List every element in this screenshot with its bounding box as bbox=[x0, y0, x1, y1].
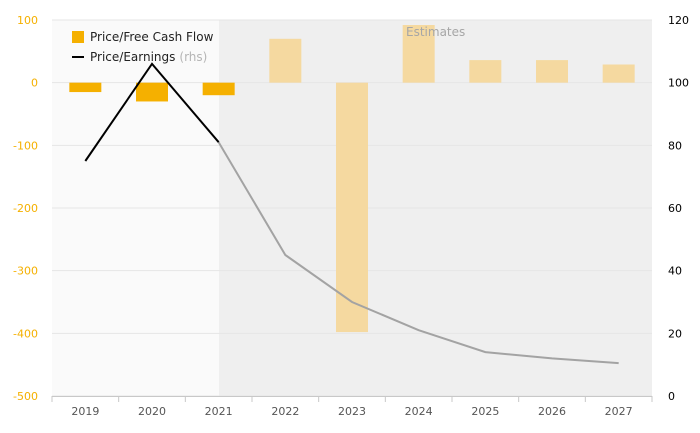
line-actual bbox=[84, 62, 220, 162]
left-tick-label: -200 bbox=[13, 202, 38, 215]
right-tick-label: 80 bbox=[668, 139, 682, 152]
right-tick-label: 120 bbox=[668, 14, 689, 27]
x-tick-label: 2024 bbox=[405, 405, 433, 418]
x-tick-label: 2025 bbox=[471, 405, 499, 418]
x-tick-label: 2023 bbox=[338, 405, 366, 418]
line-series bbox=[84, 62, 619, 365]
bar bbox=[536, 60, 568, 83]
left-tick-label: -500 bbox=[13, 390, 38, 403]
left-tick-label: 100 bbox=[17, 14, 38, 27]
right-tick-label: 0 bbox=[668, 390, 675, 403]
right-tick-label: 40 bbox=[668, 265, 682, 278]
right-axis: 120 100 80 60 40 20 0 bbox=[668, 14, 689, 403]
left-tick-label: -100 bbox=[13, 139, 38, 152]
x-tick-label: 2019 bbox=[71, 405, 99, 418]
bar-series bbox=[69, 25, 635, 333]
legend-line-label: Price/Earnings bbox=[90, 50, 176, 64]
bar bbox=[336, 82, 368, 333]
legend-line-swatch bbox=[72, 56, 84, 58]
x-axis: 2019 2020 2021 2022 2023 2024 2025 2026 2027 bbox=[51, 396, 653, 418]
estimates-label: Estimates bbox=[406, 25, 465, 39]
bar bbox=[602, 64, 635, 83]
left-axis: 100 0 -100 -200 -300 -400 -500 bbox=[13, 14, 38, 403]
bar bbox=[469, 60, 502, 83]
bar bbox=[269, 38, 302, 83]
right-tick-label: 20 bbox=[668, 327, 682, 340]
left-tick-label: -300 bbox=[13, 265, 38, 278]
x-tick-label: 2027 bbox=[605, 405, 633, 418]
legend-bar-label: Price/Free Cash Flow bbox=[90, 30, 214, 44]
legend-line-suffix: (rhs) bbox=[179, 50, 208, 64]
x-tick-label: 2020 bbox=[138, 405, 166, 418]
x-tick-label: 2021 bbox=[205, 405, 233, 418]
left-tick-label: 0 bbox=[31, 77, 38, 90]
bar bbox=[402, 25, 435, 83]
line-estimate bbox=[217, 141, 619, 365]
right-tick-label: 100 bbox=[668, 77, 689, 90]
legend-bar-swatch bbox=[72, 31, 84, 43]
legend-item-bar: Price/Free Cash Flow bbox=[72, 27, 213, 47]
legend-item-line: Price/Earnings (rhs) bbox=[72, 47, 213, 67]
legend: Price/Free Cash Flow Price/Earnings (rhs… bbox=[72, 27, 213, 67]
x-tick-label: 2022 bbox=[271, 405, 299, 418]
right-tick-label: 60 bbox=[668, 202, 682, 215]
left-tick-label: -400 bbox=[13, 327, 38, 340]
bar bbox=[136, 82, 168, 102]
bar bbox=[69, 82, 102, 93]
x-tick-label: 2026 bbox=[538, 405, 566, 418]
bar bbox=[202, 82, 235, 96]
